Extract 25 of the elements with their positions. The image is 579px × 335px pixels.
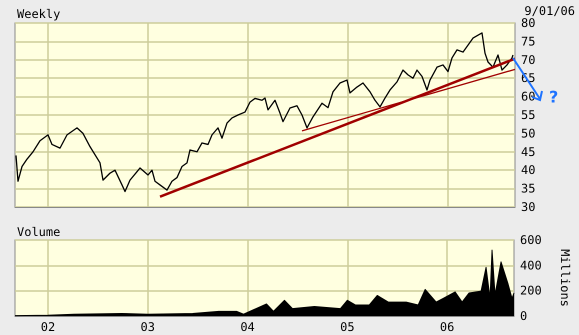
line-series xyxy=(15,32,514,192)
text: ? xyxy=(549,88,558,106)
chart-title: Weekly xyxy=(17,7,60,21)
y-tick-label: 75 xyxy=(521,34,536,48)
y-tick-label: 0 xyxy=(520,309,528,323)
x-tick-label: 05 xyxy=(340,320,355,334)
y-tick-label: 50 xyxy=(521,126,536,140)
x-tick-label: 06 xyxy=(440,320,454,334)
y-tick-label: 80 xyxy=(521,16,536,30)
x-tick-label: 02 xyxy=(40,320,56,334)
y-tick-label: 70 xyxy=(521,52,536,67)
y-tick-label: 30 xyxy=(521,200,536,214)
y-tick-label: 60 xyxy=(521,90,536,104)
y-tick-label: 55 xyxy=(521,108,536,122)
x-tick-label: 04 xyxy=(240,320,255,334)
chart-title: Volume xyxy=(17,225,60,239)
text: 9/01/06 xyxy=(524,4,576,18)
y-tick-label: 40 xyxy=(521,163,536,178)
y-tick-label: 45 xyxy=(521,144,536,159)
y-axis-title: Millions xyxy=(558,249,572,307)
y-tick-label: 200 xyxy=(520,284,542,298)
y-tick-label: 600 xyxy=(520,233,542,247)
y-tick-label: 35 xyxy=(521,182,536,196)
x-tick-label: 03 xyxy=(140,320,155,334)
y-tick-label: 400 xyxy=(520,258,542,272)
